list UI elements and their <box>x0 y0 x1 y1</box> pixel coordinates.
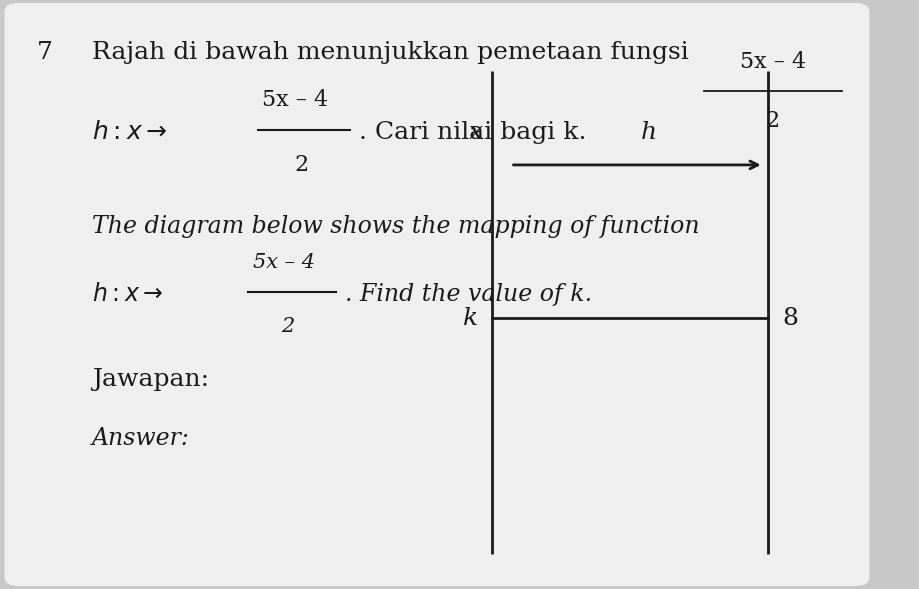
FancyBboxPatch shape <box>5 3 868 586</box>
Text: 7: 7 <box>37 41 52 64</box>
Text: k: k <box>463 306 478 330</box>
Text: $h : x \rightarrow$: $h : x \rightarrow$ <box>92 121 167 144</box>
Text: 5x – 4: 5x – 4 <box>253 253 314 272</box>
Text: 2: 2 <box>280 317 293 336</box>
Text: Jawapan:: Jawapan: <box>92 368 209 391</box>
Text: 5x – 4: 5x – 4 <box>262 89 328 111</box>
Text: 2: 2 <box>294 154 308 176</box>
Text: The diagram below shows the mapping of function: The diagram below shows the mapping of f… <box>92 215 698 238</box>
Text: . Find the value of k.: . Find the value of k. <box>345 283 592 306</box>
Text: 2: 2 <box>765 110 779 132</box>
Text: x: x <box>469 121 482 144</box>
Text: Rajah di bawah menunjukkan pemetaan fungsi: Rajah di bawah menunjukkan pemetaan fung… <box>92 41 688 64</box>
Text: . Cari nilai bagi k.: . Cari nilai bagi k. <box>358 121 585 144</box>
Text: h: h <box>640 121 656 144</box>
Text: 8: 8 <box>781 306 797 330</box>
Text: Answer:: Answer: <box>92 427 189 450</box>
Text: $h : x \rightarrow$: $h : x \rightarrow$ <box>92 283 164 306</box>
Text: 5x – 4: 5x – 4 <box>739 51 805 73</box>
